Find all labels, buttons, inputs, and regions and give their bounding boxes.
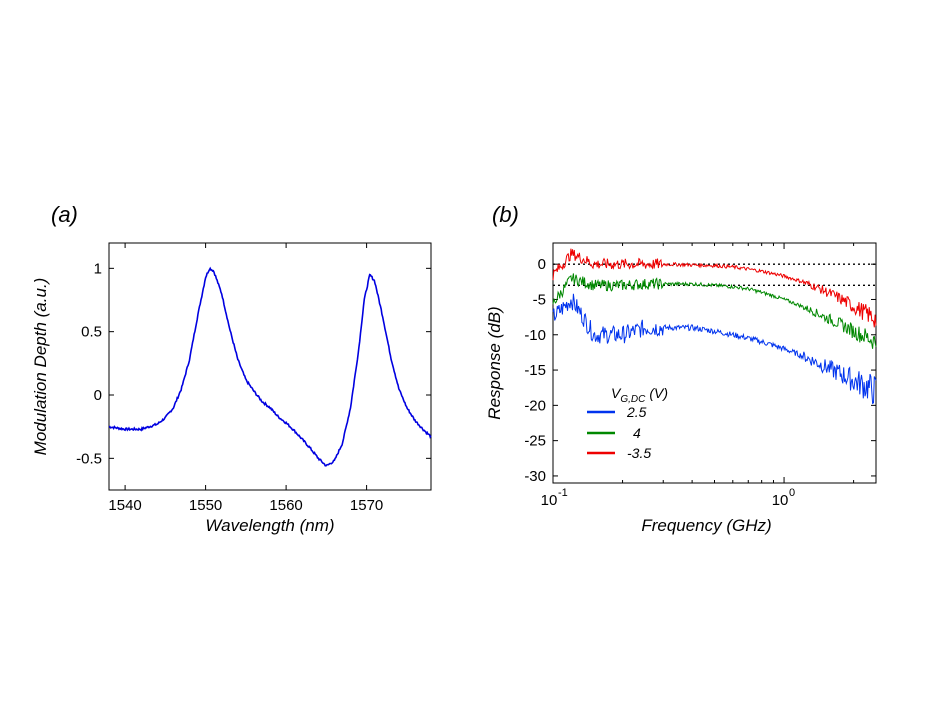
panel-b-series-line-1 — [552, 273, 877, 349]
panel-a-series-line — [108, 266, 432, 467]
panel-a-ytick-label: 0.5 — [81, 324, 102, 341]
panel-b-legend-entry: 2.5 — [626, 404, 647, 420]
panel-b-axes-frame — [552, 242, 877, 484]
panel-b-ytick-label: -10 — [524, 327, 546, 344]
panel-a-xtick-label: 1550 — [189, 497, 222, 514]
panel-b-series-line-2 — [552, 248, 877, 328]
panel-b-ytick-label: -30 — [524, 468, 546, 485]
panel-a-xtick-label: 1570 — [350, 497, 383, 514]
panel-b-xtick-exponent: 0 — [789, 487, 795, 499]
panel-b-xtick-exponent: -1 — [558, 487, 568, 499]
panel-b-series-line-0 — [552, 293, 877, 405]
panel-a-xtick-label: 1560 — [269, 497, 302, 514]
panel-a-ytick-label: -0.5 — [76, 450, 102, 467]
panel-a-ytick-label: 1 — [94, 260, 102, 277]
panel-b-legend-title: VG,DC (V) — [611, 385, 668, 405]
panel-a-xtick-label: 1540 — [108, 497, 141, 514]
panel-b-legend-entry: 4 — [633, 425, 641, 441]
panel-a-ylabel: Modulation Depth (a.u.) — [31, 278, 50, 456]
panel-b-ytick-label: -20 — [524, 397, 546, 414]
panel-a-ytick-label: 0 — [94, 387, 102, 404]
panel-b-ylabel: Response (dB) — [485, 306, 504, 419]
panel-b-legend-entry: -3.5 — [627, 445, 651, 461]
legend-title-subscript: G,DC — [620, 394, 646, 405]
panel-b-ytick-label: -5 — [533, 291, 546, 308]
panel-b-ytick-label: -25 — [524, 433, 546, 450]
panel-b-xlabel: Frequency (GHz) — [641, 516, 771, 535]
legend-title-symbol: V — [611, 385, 622, 401]
panel-b-xtick-label: 10 — [772, 492, 789, 509]
panel-a-xlabel: Wavelength (nm) — [205, 516, 334, 535]
panel-b-label: (b) — [492, 202, 519, 227]
panel-a-label: (a) — [51, 202, 78, 227]
panel-a-axes-frame — [108, 242, 432, 491]
panel-b-ytick-label: -15 — [524, 362, 546, 379]
panel-b-xtick-label: 10 — [541, 492, 558, 509]
panel-b-ytick-label: 0 — [538, 256, 546, 273]
legend-title-unit: (V) — [649, 385, 668, 401]
